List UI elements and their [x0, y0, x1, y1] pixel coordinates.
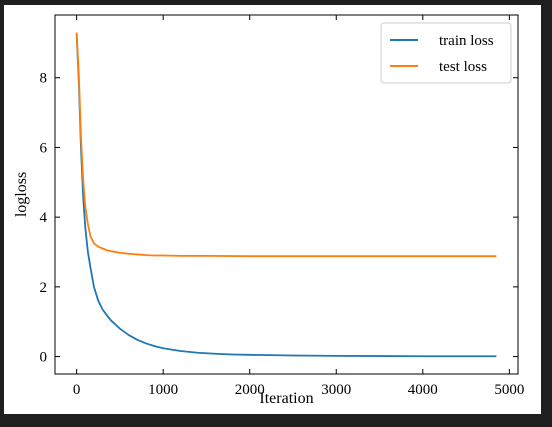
x-tick-label: 3000 [321, 382, 351, 398]
x-tick-label: 0 [73, 382, 81, 398]
legend: train loss test loss [380, 22, 512, 84]
legend-entry-label: train loss [439, 33, 494, 49]
x-axis-label: Iteration [259, 390, 313, 407]
y-tick-label: 4 [40, 210, 48, 226]
y-tick-label: 8 [40, 71, 48, 87]
x-tick-label: 4000 [408, 382, 438, 398]
legend-box [380, 22, 512, 84]
series-line-train-loss [75, 34, 497, 358]
figure: 0 1000 2000 3000 4000 5000 0 2 4 6 8 Iteration log… [4, 5, 541, 414]
x-tick-label: 2000 [235, 382, 265, 398]
y-tick-label: 0 [40, 350, 48, 366]
x-tick-label: 1000 [148, 382, 178, 398]
x-tick-label: 5000 [494, 382, 524, 398]
y-tick-label: 2 [40, 280, 48, 296]
y-tick-label: 6 [40, 140, 48, 156]
legend-entry-label: test loss [439, 59, 487, 75]
y-axis-label: logloss [13, 172, 30, 217]
line-chart: 0 1000 2000 3000 4000 5000 0 2 4 6 8 Iteration log… [13, 14, 524, 407]
plot-layer [75, 32, 497, 358]
plot-frame [54, 14, 519, 375]
series-line-test-loss [75, 32, 497, 258]
axes-layer: 0 1000 2000 3000 4000 5000 0 2 4 6 8 [40, 14, 524, 398]
